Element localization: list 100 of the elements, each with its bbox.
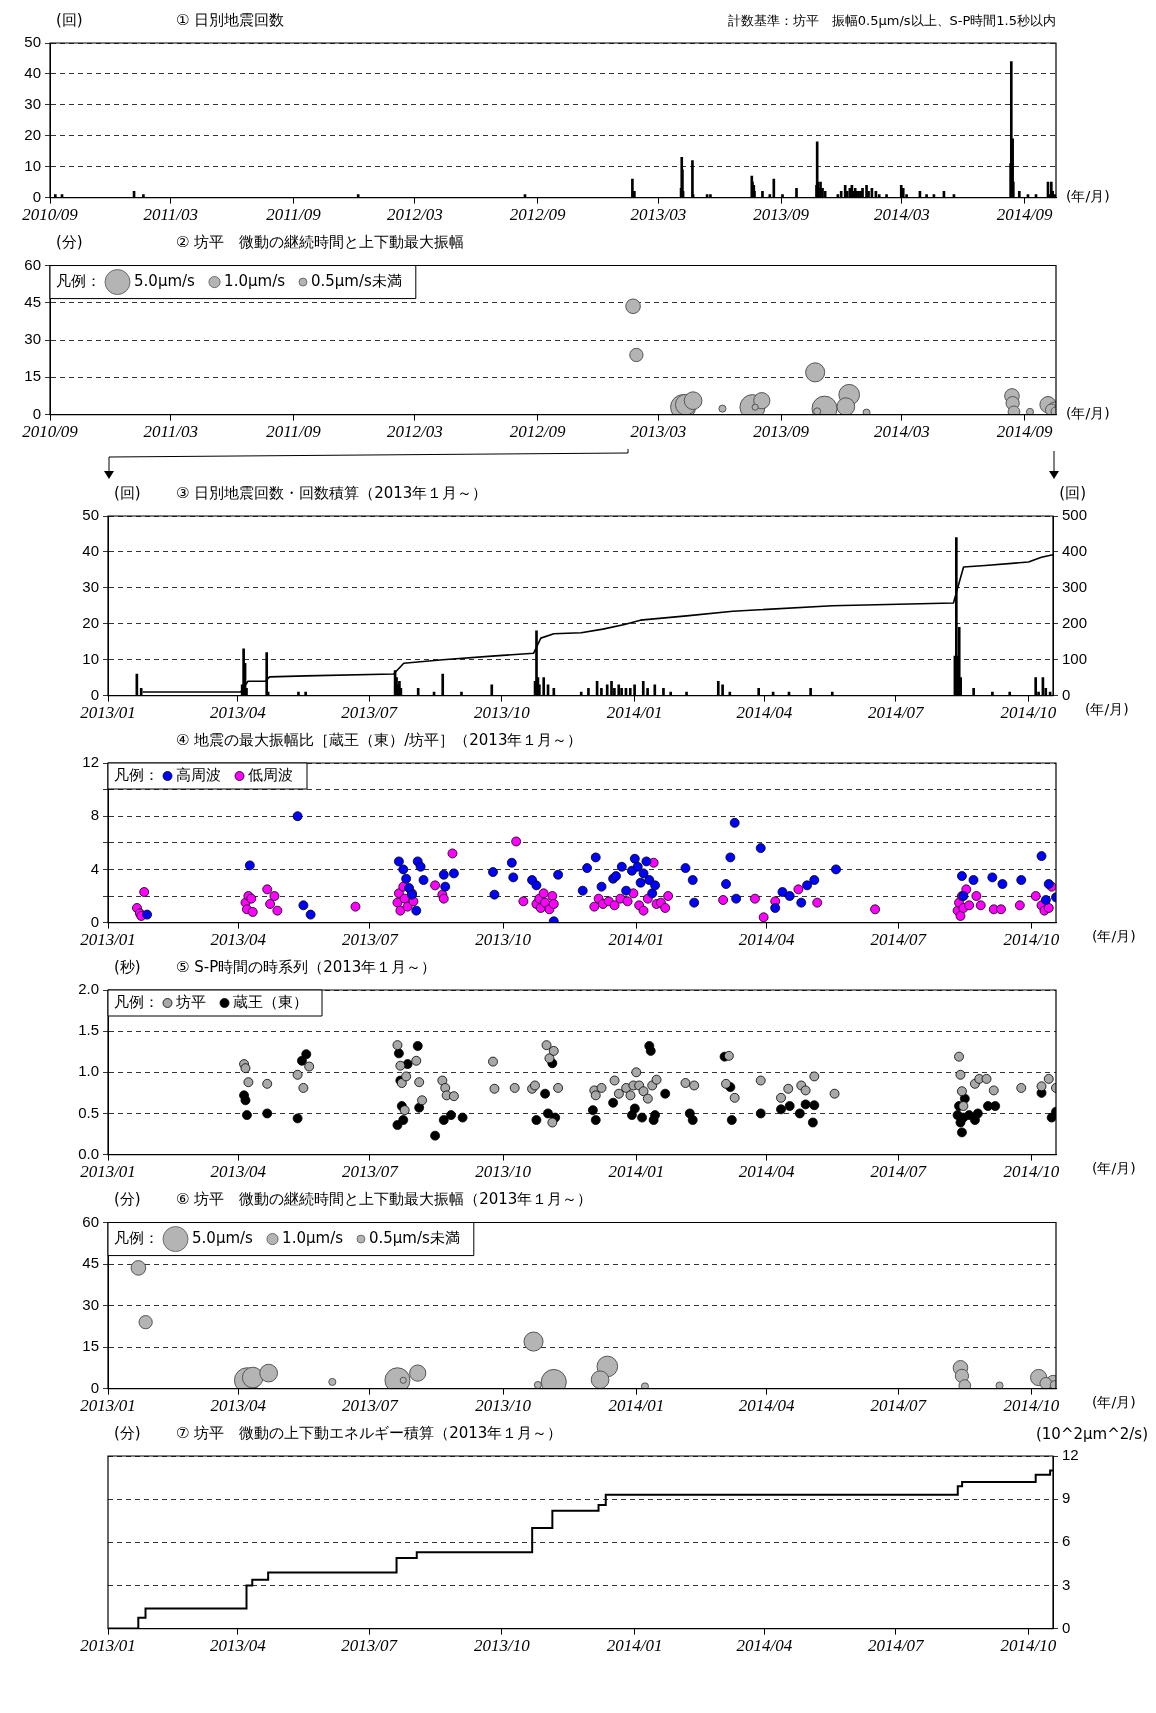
y-tick-label: 20 [82, 613, 99, 631]
y-tick-label: 1.0 [78, 1062, 99, 1080]
y-tick-label: 50 [82, 506, 99, 524]
chart-title: ⑦ 坊平 微動の上下動エネルギー積算（2013年１月～） [176, 1424, 563, 1443]
x-tick-label: 2013/07 [341, 703, 399, 723]
x-tick-label: 2014/09 [996, 205, 1053, 225]
legend-title: 凡例： [56, 271, 101, 290]
x-tick-label: 2013/01 [80, 703, 136, 723]
x-tick-label: 2014/10 [1003, 930, 1060, 950]
y-tick-label: 8 [90, 806, 99, 824]
y2-tick-label: 400 [1062, 542, 1088, 560]
y-tick-label: 15 [24, 367, 41, 385]
legend-title: 凡例： [114, 1228, 159, 1247]
legend-label: 1.0μm/s [224, 271, 286, 290]
chart-title: ③ 日別地震回数・回数積算（2013年１月～） [176, 484, 488, 503]
y2-axis-title: (10^2μm^2/s) [1035, 1425, 1148, 1443]
y-axis-title: (回) [114, 484, 141, 503]
y2-tick-label: 200 [1062, 613, 1088, 631]
legend-title: 凡例： [114, 992, 159, 1011]
x-tick-label: 2014/10 [1003, 1396, 1060, 1416]
x-tick-label: 2014/07 [870, 1396, 928, 1416]
x-tick-label: 2013/07 [342, 1162, 400, 1182]
legend-label: 0.5μm/s未満 [368, 1228, 460, 1247]
x-tick-label: 2014/07 [870, 930, 928, 950]
x-tick-label: 2012/03 [387, 205, 443, 225]
x-tick-label: 2012/09 [509, 422, 567, 442]
y-tick-label: 30 [24, 94, 41, 112]
x-tick-label: 2012/03 [387, 422, 443, 442]
y-tick-label: 15 [82, 1337, 99, 1355]
y-tick-label: 0 [90, 685, 99, 703]
legend-label: 高周波 [176, 765, 221, 784]
x-tick-label: 2013/10 [474, 703, 531, 723]
x-tick-label: 2014/10 [1000, 703, 1057, 723]
x-tick-label: 2014/07 [867, 1636, 926, 1656]
y-axis-title: (秒) [114, 958, 141, 977]
legend-label: 坊平 [175, 992, 206, 1011]
x-tick-label: 2013/07 [342, 1396, 400, 1416]
x-tick-label: 2014/07 [870, 1162, 928, 1182]
y2-tick-label: 12 [1062, 1446, 1079, 1464]
y-axis-title: (分) [56, 233, 83, 252]
x-tick-label: 2013/04 [210, 1162, 267, 1182]
y-tick-label: 10 [24, 156, 41, 174]
y-tick-label: 45 [24, 292, 41, 310]
y2-tick-label: 100 [1062, 649, 1088, 667]
y-tick-label: 30 [24, 330, 41, 348]
y-tick-label: 0 [32, 404, 41, 422]
x-tick-label: 2013/10 [475, 1396, 532, 1416]
x-tick-label: 2013/10 [475, 930, 532, 950]
y-tick-label: 10 [82, 649, 99, 667]
x-axis-title: (年/月) [1066, 188, 1110, 205]
y2-tick-label: 300 [1062, 577, 1088, 595]
x-tick-label: 2014/04 [738, 1396, 795, 1416]
x-tick-label: 2014/10 [1003, 1162, 1060, 1182]
x-tick-label: 2014/04 [736, 703, 793, 723]
x-tick-label: 2014/04 [736, 1636, 793, 1656]
y-tick-label: 4 [90, 859, 99, 877]
y-tick-label: 40 [82, 542, 99, 560]
x-tick-label: 2010/09 [22, 205, 79, 225]
x-tick-label: 2013/10 [475, 1162, 532, 1182]
x-tick-label: 2013/01 [80, 1396, 136, 1416]
y-tick-label: 0.5 [78, 1103, 99, 1121]
y2-tick-label: 6 [1062, 1532, 1071, 1550]
y-tick-label: 60 [82, 1212, 99, 1230]
y2-tick-label: 9 [1062, 1489, 1071, 1507]
legend-label: 低周波 [248, 765, 293, 784]
x-tick-label: 2013/10 [474, 1636, 531, 1656]
x-axis-title: (年/月) [1066, 405, 1110, 422]
x-tick-label: 2014/04 [738, 930, 795, 950]
x-tick-label: 2013/07 [341, 1636, 399, 1656]
x-tick-label: 2014/09 [996, 422, 1053, 442]
y-tick-label: 30 [82, 577, 99, 595]
legend-label: 蔵王（東） [233, 992, 308, 1011]
x-tick-label: 2014/01 [608, 1162, 665, 1182]
chart-title: ① 日別地震回数 [176, 11, 285, 30]
y-tick-label: 45 [82, 1254, 99, 1272]
y-tick-label: 0 [32, 187, 41, 205]
x-tick-label: 2013/09 [753, 422, 810, 442]
x-tick-label: 2014/10 [1000, 1636, 1057, 1656]
y2-axis-title: (回) [1059, 484, 1086, 503]
x-tick-label: 2014/04 [738, 1162, 795, 1182]
x-tick-label: 2013/07 [342, 930, 400, 950]
y2-tick-label: 3 [1062, 1575, 1071, 1593]
y-tick-label: 0.0 [78, 1144, 99, 1162]
y2-tick-label: 0 [1062, 1618, 1071, 1636]
x-tick-label: 2014/01 [606, 1636, 663, 1656]
x-axis-title: (年/月) [1092, 928, 1136, 945]
y2-tick-label: 500 [1062, 506, 1088, 524]
y-tick-label: 40 [24, 64, 41, 82]
text: 計数基準：坊平 振幅0.5μm/s以上、S-P時間1.5秒以内 [727, 12, 1056, 30]
x-tick-label: 2013/04 [209, 1636, 267, 1656]
legend-label: 0.5μm/s未満 [310, 271, 402, 290]
x-tick-label: 2014/01 [606, 703, 663, 723]
x-tick-label: 2013/01 [80, 1636, 136, 1656]
y-tick-label: 0 [90, 912, 99, 930]
x-tick-label: 2014/03 [874, 205, 930, 225]
x-tick-label: 2013/04 [209, 703, 267, 723]
chart-title: ④ 地震の最大振幅比［蔵王（東）/坊平］（2013年１月～） [176, 731, 583, 750]
y-axis-title: (分) [114, 1424, 141, 1443]
y-tick-label: 1.5 [78, 1021, 99, 1039]
x-axis-title: (年/月) [1092, 1394, 1136, 1411]
